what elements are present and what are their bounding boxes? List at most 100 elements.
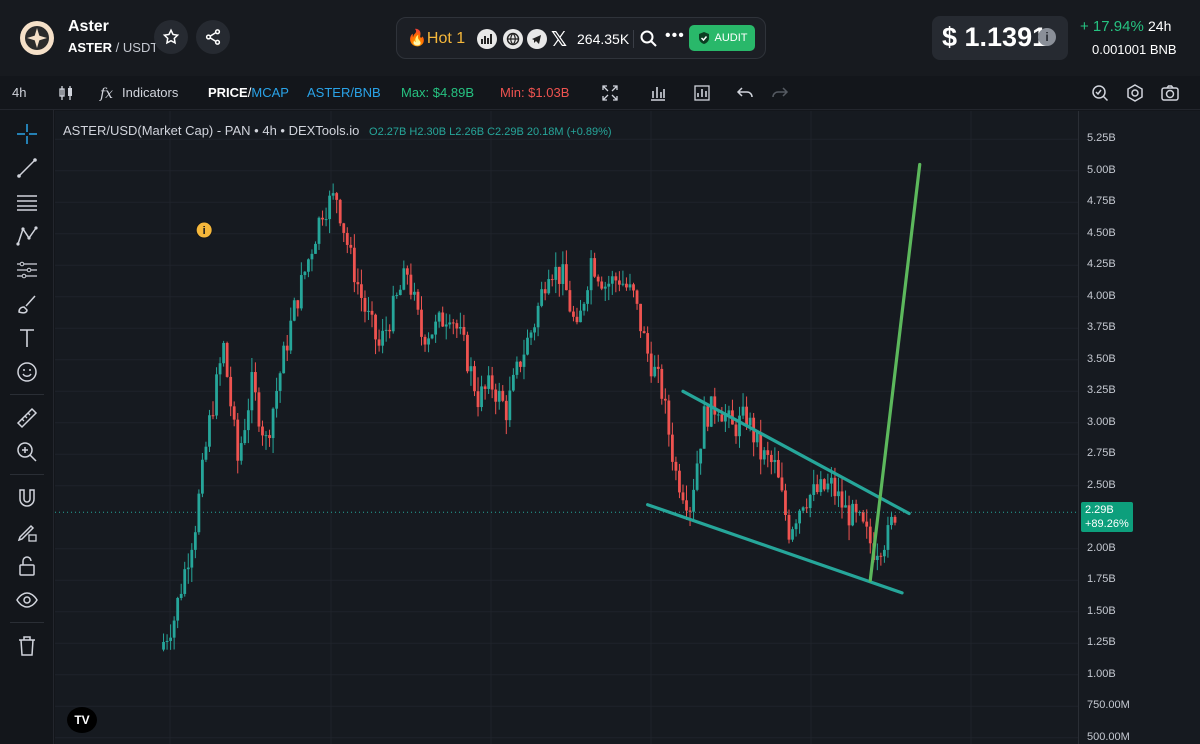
token-pair: ASTER / USDT bbox=[68, 40, 158, 55]
magnet-icon[interactable] bbox=[15, 486, 39, 510]
candle-up bbox=[179, 593, 183, 598]
candle-up bbox=[402, 268, 406, 290]
favorite-button[interactable] bbox=[154, 20, 188, 54]
trendline-icon[interactable] bbox=[15, 156, 39, 180]
pattern-icon[interactable] bbox=[15, 224, 39, 248]
ohlc-high: 2.30B bbox=[417, 126, 447, 138]
ohlc-open: 2.27B bbox=[377, 126, 407, 138]
more-icon[interactable]: ••• bbox=[665, 27, 685, 44]
zoom-in-icon[interactable] bbox=[15, 440, 39, 464]
indicators-button[interactable]: Indicators bbox=[122, 85, 179, 100]
price-chart[interactable]: i ASTER/USD(Market Cap) - PAN • 4h • DEX… bbox=[55, 111, 1078, 744]
candle-down bbox=[861, 511, 865, 522]
candle-down bbox=[596, 276, 600, 282]
text-icon[interactable] bbox=[15, 326, 39, 350]
candle-down bbox=[564, 264, 568, 291]
candle-down bbox=[833, 477, 837, 497]
fib-icon[interactable] bbox=[15, 190, 39, 214]
chart-alt-icon[interactable] bbox=[692, 83, 712, 103]
candle-down bbox=[466, 334, 469, 372]
drawing-toolbar bbox=[0, 110, 54, 744]
info-icon[interactable]: i bbox=[1038, 28, 1056, 46]
candles-icon[interactable] bbox=[56, 83, 76, 103]
y-tick-label: 3.75B bbox=[1087, 321, 1116, 334]
candle-down bbox=[409, 274, 413, 295]
candle-down bbox=[321, 217, 324, 220]
chart-canvas[interactable]: i bbox=[55, 111, 1078, 744]
candle-down bbox=[345, 232, 349, 245]
price-change: + 17.94% bbox=[1080, 18, 1144, 35]
divider bbox=[10, 394, 44, 395]
candle-down bbox=[632, 284, 635, 291]
quote-symbol: USDT bbox=[122, 40, 159, 55]
candle-down bbox=[268, 435, 271, 439]
undo-icon[interactable] bbox=[735, 83, 755, 103]
telegram-icon[interactable] bbox=[527, 29, 547, 49]
candle-up bbox=[162, 641, 165, 650]
candle-up bbox=[165, 640, 169, 642]
candle-down bbox=[575, 316, 579, 323]
candle-down bbox=[568, 290, 572, 312]
candle-down bbox=[405, 268, 409, 275]
redo-icon[interactable] bbox=[770, 83, 790, 103]
fullscreen-icon[interactable] bbox=[600, 83, 620, 103]
tradingview-logo[interactable]: TV bbox=[67, 707, 97, 733]
crosshair-icon[interactable] bbox=[15, 122, 39, 146]
candle-up bbox=[536, 305, 540, 328]
candle-down bbox=[557, 266, 561, 284]
chart-link-icon[interactable] bbox=[477, 29, 497, 49]
pair-toggle[interactable]: ASTER/BNB bbox=[307, 85, 381, 100]
candle-up bbox=[890, 516, 893, 526]
candle-up bbox=[723, 414, 727, 422]
token-name: Aster bbox=[68, 18, 109, 35]
candle-up bbox=[434, 321, 438, 335]
hot-rank-badge[interactable]: 🔥Hot 1 bbox=[407, 28, 465, 48]
candle-up bbox=[246, 410, 250, 431]
mcap-option[interactable]: MCAP bbox=[251, 85, 289, 100]
trash-icon[interactable] bbox=[15, 634, 39, 658]
projection-icon[interactable] bbox=[15, 258, 39, 282]
candle-down bbox=[663, 398, 667, 401]
candle-down bbox=[868, 526, 872, 544]
candle-up bbox=[314, 243, 317, 254]
candle-up bbox=[307, 259, 310, 272]
eye-icon[interactable] bbox=[15, 588, 39, 612]
search-icon[interactable] bbox=[639, 29, 659, 49]
candle-down bbox=[504, 400, 508, 421]
candle-up bbox=[709, 396, 713, 427]
candle-up bbox=[727, 410, 731, 415]
bar-chart-icon[interactable] bbox=[648, 83, 668, 103]
fx-icon[interactable]: fx bbox=[98, 83, 118, 103]
audit-button[interactable]: AUDIT bbox=[689, 25, 755, 51]
candle-up bbox=[458, 327, 462, 329]
candle-down bbox=[734, 424, 738, 437]
unlock-icon[interactable] bbox=[15, 554, 39, 578]
website-icon[interactable] bbox=[503, 29, 523, 49]
candle-down bbox=[572, 311, 575, 317]
candle-down bbox=[685, 500, 688, 511]
zoom-icon[interactable] bbox=[1090, 83, 1110, 103]
settings-icon[interactable] bbox=[1125, 83, 1145, 103]
candle-up bbox=[218, 363, 222, 375]
camera-icon[interactable] bbox=[1160, 83, 1180, 103]
candle-up bbox=[271, 408, 275, 439]
brush-icon[interactable] bbox=[15, 292, 39, 316]
price-axis[interactable]: 5.25B 5.00B 4.75B 4.50B 4.25B 4.00B 3.75B 3.50B… bbox=[1078, 111, 1200, 744]
candle-up bbox=[716, 414, 720, 416]
legend-title: ASTER/USD(Market Cap) - PAN • 4h • DEXTo… bbox=[63, 123, 360, 138]
price-option[interactable]: PRICE bbox=[208, 85, 248, 100]
candle-down bbox=[360, 284, 363, 298]
lock-draw-icon[interactable] bbox=[15, 520, 39, 544]
share-button[interactable] bbox=[196, 20, 230, 54]
price-mcap-toggle[interactable]: PRICE/MCAP bbox=[208, 85, 289, 100]
timeframe-selector[interactable]: 4h bbox=[12, 85, 27, 100]
x-twitter-icon[interactable]: 𝕏 bbox=[551, 29, 568, 51]
emoji-icon[interactable] bbox=[15, 360, 39, 384]
candle-down bbox=[420, 309, 423, 337]
candle-down bbox=[338, 199, 342, 224]
candle-up bbox=[497, 390, 501, 402]
candle-up bbox=[437, 312, 441, 322]
candle-up bbox=[469, 366, 473, 372]
candle-up bbox=[193, 532, 197, 550]
ruler-icon[interactable] bbox=[15, 406, 39, 430]
